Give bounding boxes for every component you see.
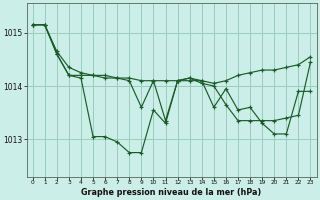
X-axis label: Graphe pression niveau de la mer (hPa): Graphe pression niveau de la mer (hPa) — [82, 188, 262, 197]
